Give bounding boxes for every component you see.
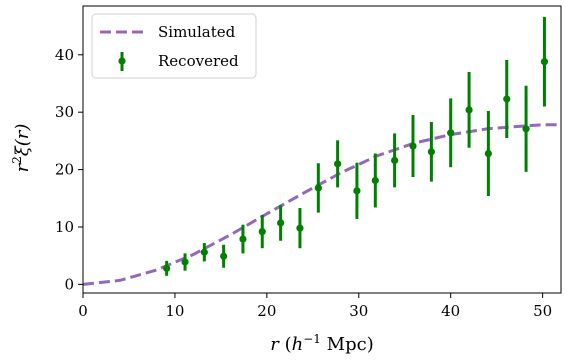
recovered-point	[181, 253, 189, 271]
recovered-point	[277, 205, 285, 241]
recovered-point	[334, 140, 342, 188]
x-tick-label: 10	[165, 302, 184, 320]
recovered-marker	[314, 184, 322, 192]
recovered-point	[503, 59, 511, 139]
y-tick-label: 30	[55, 103, 74, 121]
recovered-marker	[163, 264, 171, 272]
legend-recovered-label: Recovered	[158, 52, 239, 70]
recovered-point	[258, 214, 266, 249]
x-tick-label: 0	[78, 302, 88, 320]
recovered-point	[447, 98, 455, 168]
y-axis-label: r2ξ(r)	[10, 124, 33, 173]
recovered-marker	[391, 156, 399, 165]
recovered-marker	[258, 227, 266, 236]
recovered-point	[465, 72, 473, 148]
recovered-marker	[277, 219, 285, 227]
recovered-marker	[447, 129, 455, 137]
recovered-point	[371, 153, 379, 208]
legend-frame	[91, 13, 257, 79]
recovered-point	[200, 243, 208, 262]
plot-area	[83, 16, 561, 286]
recovered-point	[314, 163, 322, 213]
recovered-marker	[427, 148, 435, 156]
x-axis-label: r (h−1 Mpc)	[270, 332, 373, 355]
recovered-point	[220, 244, 228, 268]
recovered-marker	[296, 224, 304, 232]
recovered-point	[540, 16, 549, 107]
recovered-marker	[334, 160, 342, 168]
recovered-point	[391, 133, 399, 188]
legend-recovered-marker	[118, 57, 126, 65]
x-tick-label: 50	[533, 302, 552, 320]
recovered-point	[427, 121, 435, 182]
x-tick-label: 20	[257, 302, 276, 320]
recovered-marker	[522, 125, 530, 133]
recovered-point	[353, 162, 361, 219]
recovered-point	[239, 224, 247, 254]
recovered-marker	[503, 95, 511, 103]
y-tick-label: 0	[64, 275, 74, 293]
recovered-marker	[181, 258, 189, 266]
recovered-marker	[409, 142, 417, 150]
recovered-marker	[200, 248, 208, 256]
y-tick-label: 10	[55, 218, 74, 236]
x-tick-label: 30	[349, 302, 368, 320]
legend: Simulated Recovered	[91, 13, 257, 79]
plot-frame	[82, 5, 562, 294]
recovered-marker	[371, 176, 379, 185]
y-tick-label: 40	[55, 46, 74, 64]
recovered-marker	[540, 58, 549, 66]
y-tick-label: 20	[55, 161, 74, 179]
recovered-point	[163, 260, 171, 276]
recovered-point	[522, 85, 530, 172]
axes: 0 10 20 30 40 50 0 10 20 30 40	[55, 5, 562, 320]
recovered-marker	[465, 106, 473, 114]
legend-simulated-label: Simulated	[158, 23, 236, 41]
recovered-point	[484, 111, 492, 196]
x-tick-label: 40	[441, 302, 460, 320]
recovered-point	[296, 208, 304, 249]
recovered-marker	[353, 187, 361, 195]
recovered-marker	[484, 149, 492, 158]
recovered-point	[409, 115, 417, 178]
recovered-marker	[220, 252, 228, 260]
simulated-curve	[83, 123, 561, 286]
recovered-marker	[239, 235, 247, 243]
